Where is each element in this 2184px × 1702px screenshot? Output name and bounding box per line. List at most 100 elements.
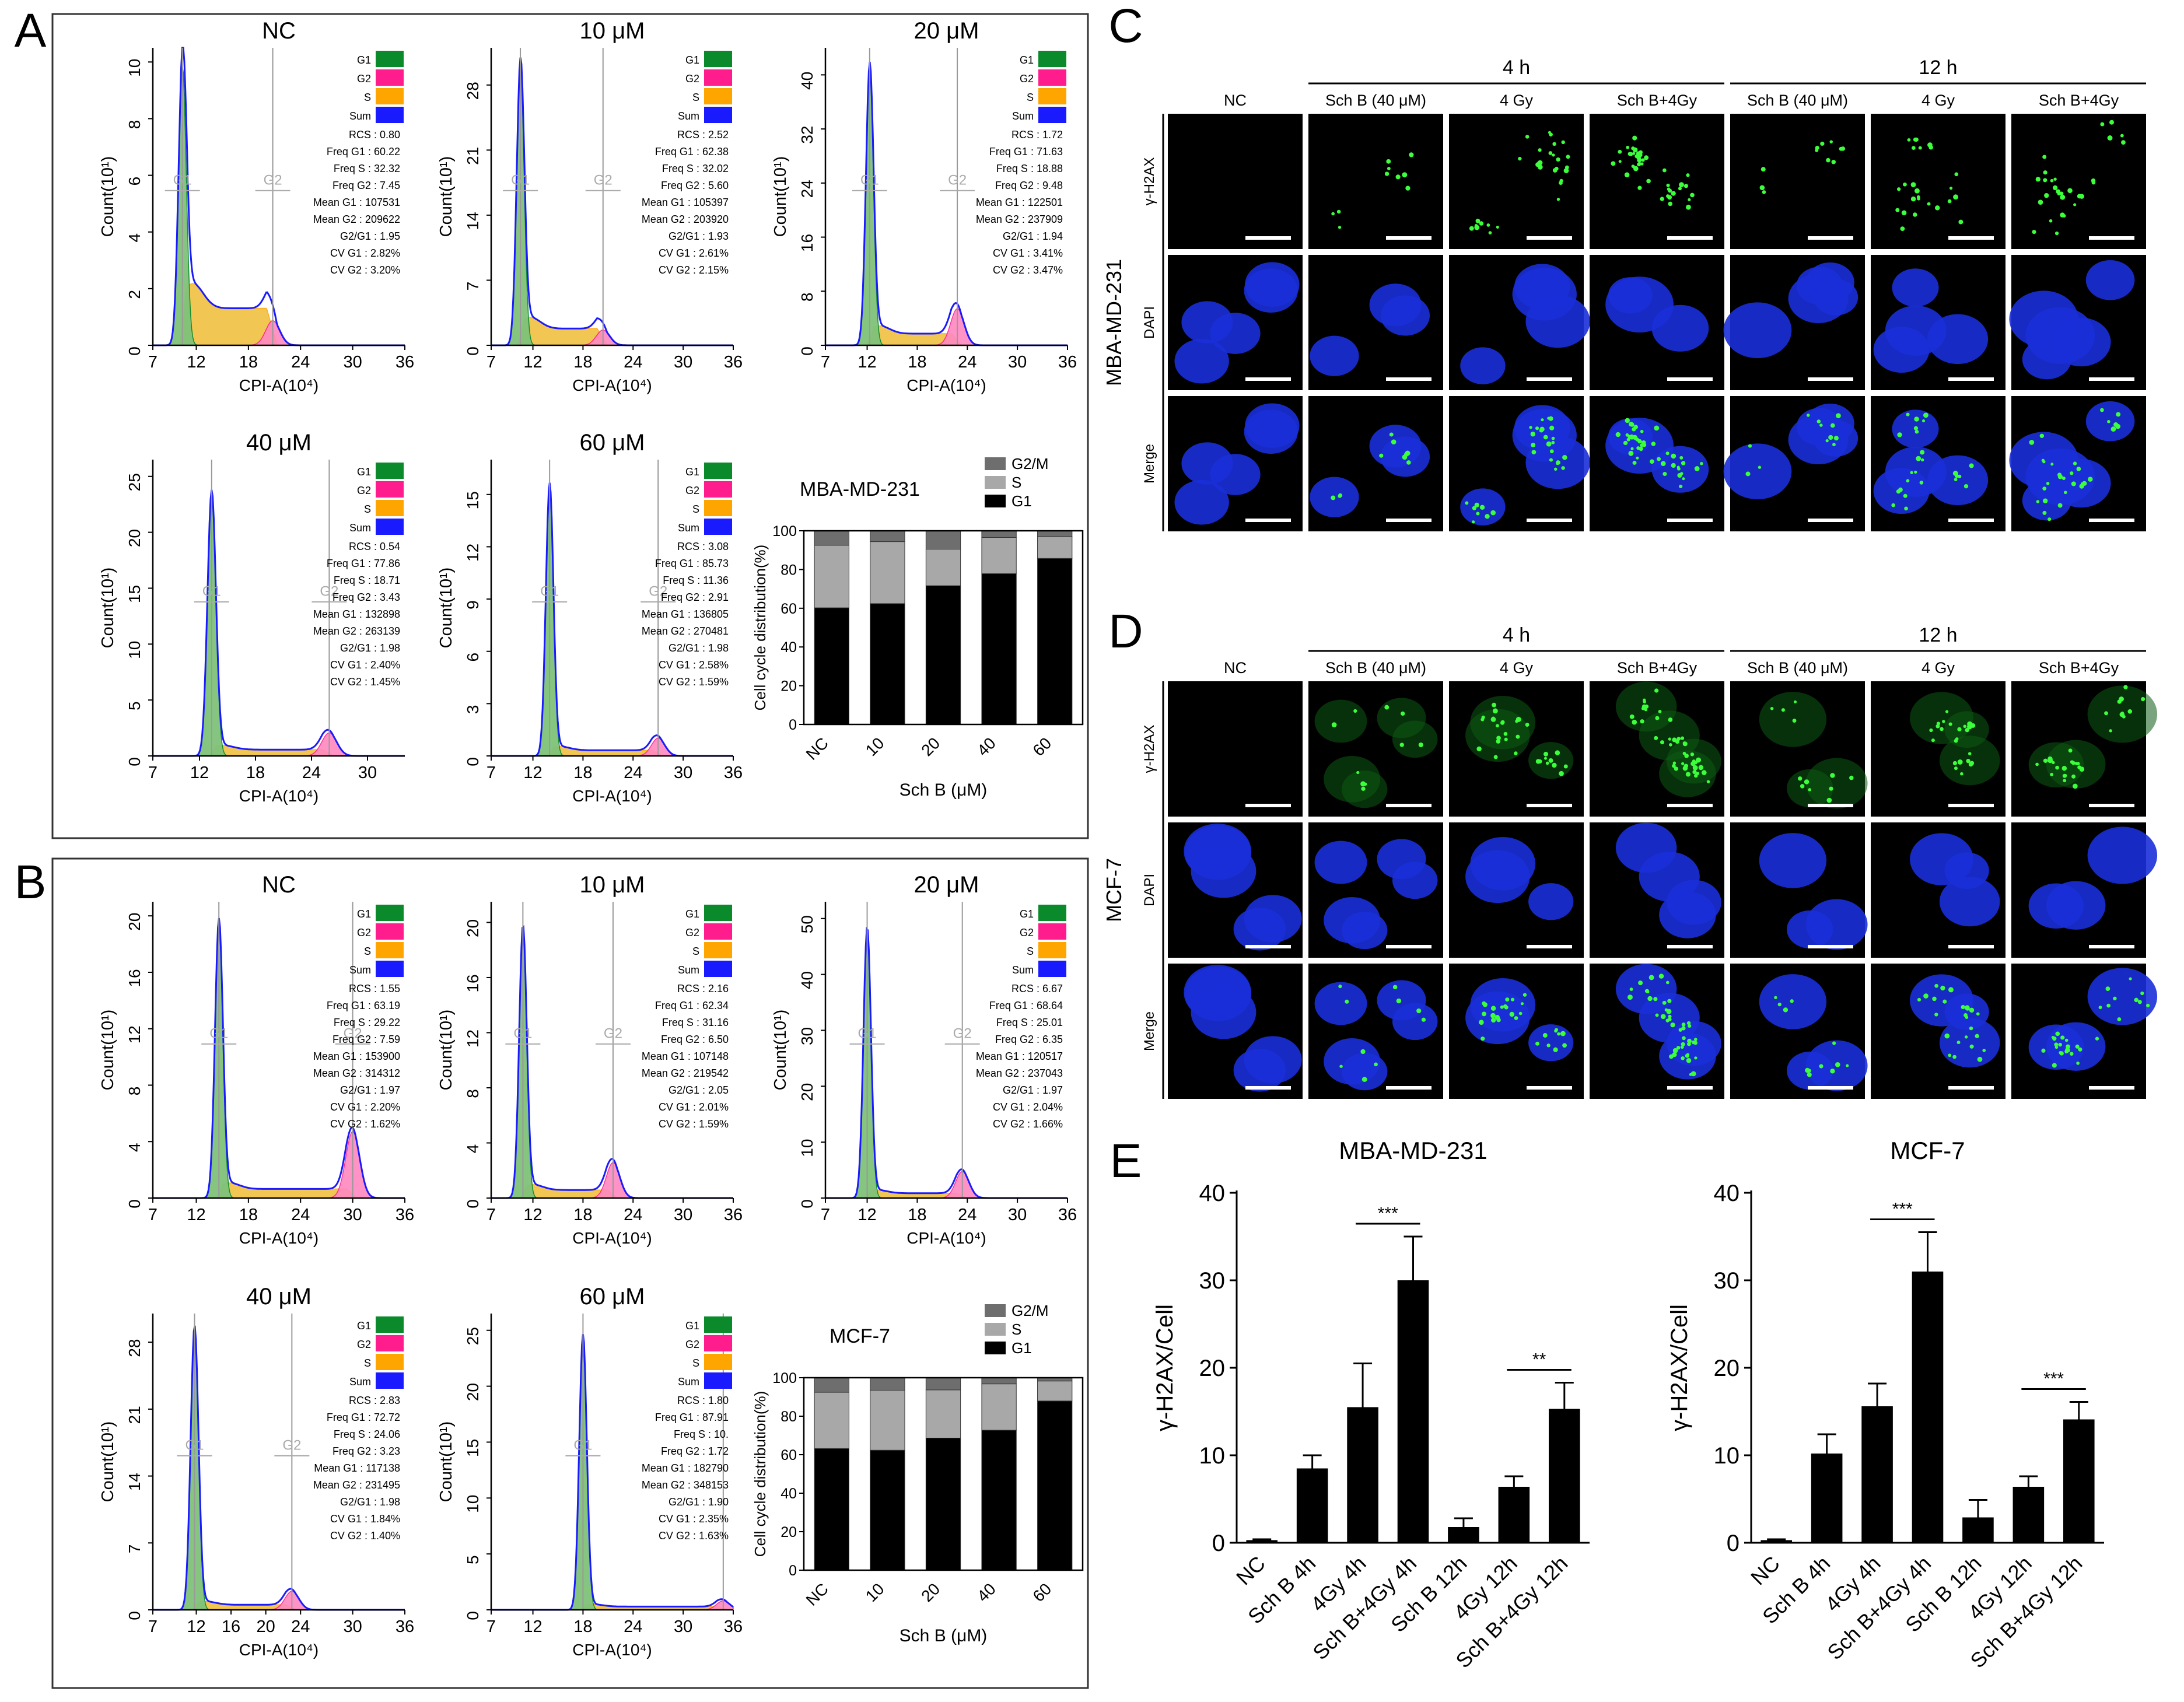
bar-segment-G2/M <box>981 530 1017 538</box>
stat-line: Mean G1 : 105397 <box>642 197 729 208</box>
y-tick-label: 14 <box>464 212 482 230</box>
y-tick-label: 0 <box>798 1199 816 1209</box>
stat-line: RCS : 1.80 <box>677 1395 729 1406</box>
bar <box>1397 1280 1429 1543</box>
h2ax-focus <box>2141 697 2146 702</box>
histogram-title: 40 μM <box>246 430 312 456</box>
h2ax-focus <box>1781 708 1785 712</box>
category-label: 60 <box>1029 734 1055 759</box>
h2ax-focus <box>1835 1062 1840 1067</box>
h2ax-focus <box>1686 204 1691 210</box>
h2ax-focus <box>1947 199 1952 204</box>
h2ax-focus <box>1474 224 1478 227</box>
h2ax-haze <box>1377 698 1426 738</box>
legend-swatch <box>376 942 404 958</box>
y-tick-label: 30 <box>1714 1268 1740 1294</box>
h2ax-focus <box>1770 706 1774 710</box>
gate-label: G1 <box>858 1026 877 1042</box>
h2ax-focus <box>1548 131 1551 134</box>
row-label: DAPI <box>1142 306 1157 339</box>
y-tick-label: 40 <box>780 1486 797 1502</box>
bar <box>1811 1454 1843 1543</box>
h2ax-focus <box>1934 1013 1938 1017</box>
h2ax-focus <box>1920 450 1925 455</box>
legend-swatch <box>985 1304 1006 1317</box>
column-label: 4 Gy <box>1500 659 1534 677</box>
h2ax-focus <box>1934 983 1938 988</box>
h2ax-focus <box>1830 1069 1835 1074</box>
h2ax-focus <box>1476 512 1480 516</box>
y-tick-label: 60 <box>780 1447 797 1463</box>
h2ax-focus <box>1556 461 1559 465</box>
h2ax-focus <box>2043 498 2048 503</box>
h2ax-focus <box>1475 218 1480 223</box>
h2ax-focus <box>1640 429 1644 433</box>
h2ax-focus <box>1849 775 1854 780</box>
stat-line: Mean G2 : 263139 <box>313 625 400 637</box>
x-tick-label: 36 <box>396 1617 414 1636</box>
h2ax-focus <box>1647 996 1653 1001</box>
h2ax-focus <box>1336 209 1341 214</box>
scale-bar <box>1948 519 1994 522</box>
h2ax-focus <box>1331 722 1337 727</box>
x-tick-label: 30 <box>674 764 692 782</box>
h2ax-focus <box>1402 172 1408 178</box>
h2ax-focus <box>1758 465 1762 469</box>
h2ax-focus <box>2053 177 2057 181</box>
chart-title: MCF-7 <box>1890 1137 1965 1164</box>
legend-label: Sum <box>1012 110 1034 122</box>
x-tick-label: 30 <box>674 1617 692 1636</box>
gate-label: G1 <box>202 584 221 600</box>
h2ax-focus <box>1839 146 1843 151</box>
time-header: 4 h <box>1503 624 1530 646</box>
h2ax-focus <box>1514 1016 1518 1020</box>
x-tick-label: 7 <box>821 1206 830 1224</box>
legend-label: S <box>364 1357 371 1369</box>
dapi-nucleus <box>1181 301 1233 344</box>
h2ax-focus <box>2074 762 2078 765</box>
bar <box>1912 1272 1944 1543</box>
x-tick-label: 24 <box>624 764 642 782</box>
h2ax-focus <box>1638 980 1643 986</box>
y-tick-label: 4 <box>125 1143 144 1152</box>
h2ax-focus <box>1910 182 1916 187</box>
y-tick-label: 16 <box>125 969 144 987</box>
h2ax-focus <box>2109 729 2112 733</box>
gate-label: G2 <box>320 584 338 600</box>
y-tick-label: 8 <box>125 120 144 129</box>
dapi-nucleus <box>1470 836 1536 891</box>
x-tick-label: 24 <box>291 353 310 372</box>
dapi-nucleus <box>1314 841 1367 884</box>
h2ax-focus <box>1496 724 1499 728</box>
legend-label: G2 <box>685 73 699 85</box>
stat-line: Freq G1 : 60.22 <box>327 146 400 157</box>
stat-line: CV G1 : 2.61% <box>659 247 729 259</box>
scale-bar <box>2089 804 2134 807</box>
h2ax-focus <box>1952 1055 1957 1059</box>
y-tick-label: 20 <box>780 1524 797 1540</box>
legend-swatch <box>376 1354 404 1370</box>
legend-label: Sum <box>349 1376 371 1388</box>
h2ax-focus <box>1667 999 1672 1003</box>
microscopy-grid: 4 h 12 h NC Sch B (40 μM) 4 Gy Sch B+4Gy Sch B… <box>1102 57 2146 531</box>
h2ax-focus <box>1490 510 1496 516</box>
h2ax-focus <box>1669 1054 1674 1059</box>
legend-swatch <box>376 1316 404 1333</box>
y-tick-label: 28 <box>464 82 482 100</box>
bar <box>2013 1487 2045 1543</box>
legend-swatch <box>1038 88 1066 104</box>
h2ax-focus <box>2109 120 2115 125</box>
y-axis-label: Count(10¹) <box>99 568 117 649</box>
h2ax-focus <box>2120 134 2124 138</box>
h2ax-focus <box>1405 185 1410 191</box>
h2ax-focus <box>2087 477 2093 482</box>
y-tick-label: 5 <box>464 1555 482 1564</box>
scale-bar <box>1245 519 1291 522</box>
x-axis-label: Sch B (μM) <box>900 1626 988 1645</box>
h2ax-focus <box>1676 1046 1681 1050</box>
y-tick-label: 7 <box>125 1545 144 1554</box>
legend-label: G1 <box>685 1320 699 1332</box>
legend-label: S <box>692 92 699 103</box>
h2ax-focus <box>1686 1053 1690 1057</box>
h2ax-focus <box>1490 1013 1496 1018</box>
